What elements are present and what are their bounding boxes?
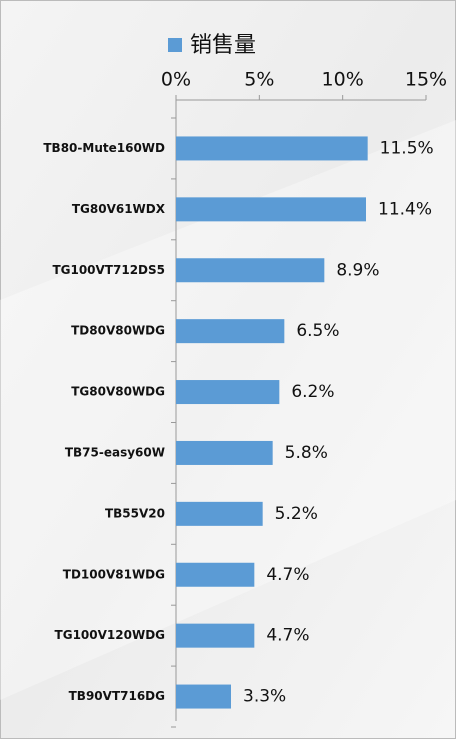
bar	[176, 380, 280, 405]
legend-label: 销售量	[190, 33, 256, 58]
value-label: 3.3%	[243, 687, 286, 707]
bar	[176, 136, 368, 161]
bar	[176, 440, 273, 465]
value-label: 8.9%	[336, 260, 379, 280]
decor	[0, 120, 456, 700]
y-tick-label: TG100V120WDG	[55, 628, 165, 642]
value-label: 5.8%	[285, 443, 328, 463]
y-tick-label: TG100VT712DS5	[52, 263, 165, 277]
y-tick-label: TD100V81WDG	[63, 567, 165, 581]
y-tick-label: TB75-easy60W	[65, 445, 165, 459]
y-tick-label: TG80V61WDX	[72, 202, 166, 216]
value-label: 6.2%	[291, 382, 334, 402]
value-label: 6.5%	[296, 321, 339, 341]
bar	[176, 197, 366, 222]
value-label: 4.7%	[266, 626, 309, 646]
y-tick-label: TG80V80WDG	[71, 385, 165, 399]
bar	[176, 258, 325, 283]
x-tick-label: 0%	[161, 69, 191, 91]
bar	[176, 684, 231, 709]
y-tick-label: TB80-Mute160WD	[43, 141, 165, 155]
bar	[176, 562, 255, 587]
y-tick-label: TD80V80WDG	[71, 324, 165, 338]
x-tick-label: 15%	[405, 69, 447, 91]
bar	[176, 319, 285, 344]
bar	[176, 501, 263, 526]
value-label: 11.4%	[378, 199, 432, 219]
value-label: 5.2%	[275, 504, 318, 524]
x-tick-label: 10%	[322, 69, 364, 91]
legend-swatch	[168, 38, 182, 52]
x-tick-label: 5%	[244, 69, 274, 91]
value-label: 11.5%	[380, 138, 434, 158]
bar	[176, 623, 255, 648]
y-tick-label: TB55V20	[105, 506, 165, 520]
y-tick-label: TB90VT716DG	[69, 689, 165, 703]
value-label: 4.7%	[266, 565, 309, 585]
